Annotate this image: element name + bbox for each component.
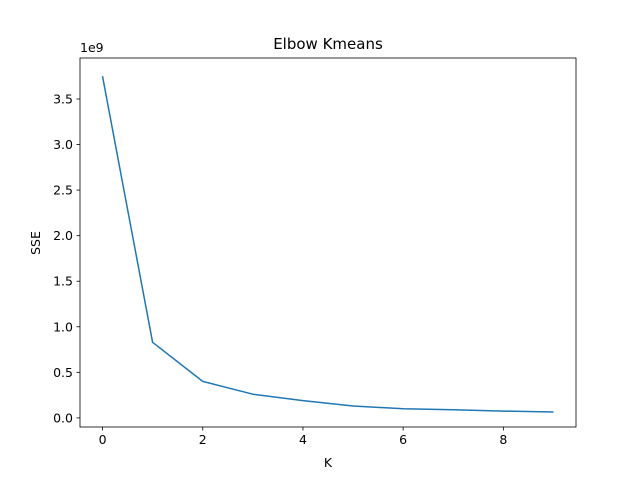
x-tick-label: 6 bbox=[399, 432, 407, 447]
chart-title: Elbow Kmeans bbox=[273, 35, 383, 53]
y-tick-label: 2.5 bbox=[53, 183, 73, 198]
y-offset-label: 1e9 bbox=[80, 40, 104, 55]
x-axis-title: K bbox=[324, 455, 333, 470]
y-tick-label: 3.0 bbox=[53, 137, 73, 152]
plot-frame bbox=[79, 57, 577, 428]
y-tick-label: 1.5 bbox=[53, 274, 73, 289]
y-tick-label: 0.5 bbox=[53, 365, 73, 380]
series-line-0 bbox=[101, 76, 554, 413]
y-tick-label: 3.5 bbox=[53, 92, 73, 107]
y-tick-label: 0.0 bbox=[53, 410, 73, 425]
y-axis-title: SSE bbox=[28, 231, 43, 255]
y-tick-label: 1.0 bbox=[53, 319, 73, 334]
y-tick-label: 2.0 bbox=[53, 228, 73, 243]
x-tick-label: 2 bbox=[199, 432, 207, 447]
plot-area: 0 2 4 6 8 0.0 0.5 1.0 1.5 2.0 2.5 3.0 3.5 bbox=[53, 57, 577, 447]
x-tick-label: 0 bbox=[99, 432, 107, 447]
x-tick-label: 4 bbox=[299, 432, 307, 447]
x-tick-label: 8 bbox=[499, 432, 507, 447]
